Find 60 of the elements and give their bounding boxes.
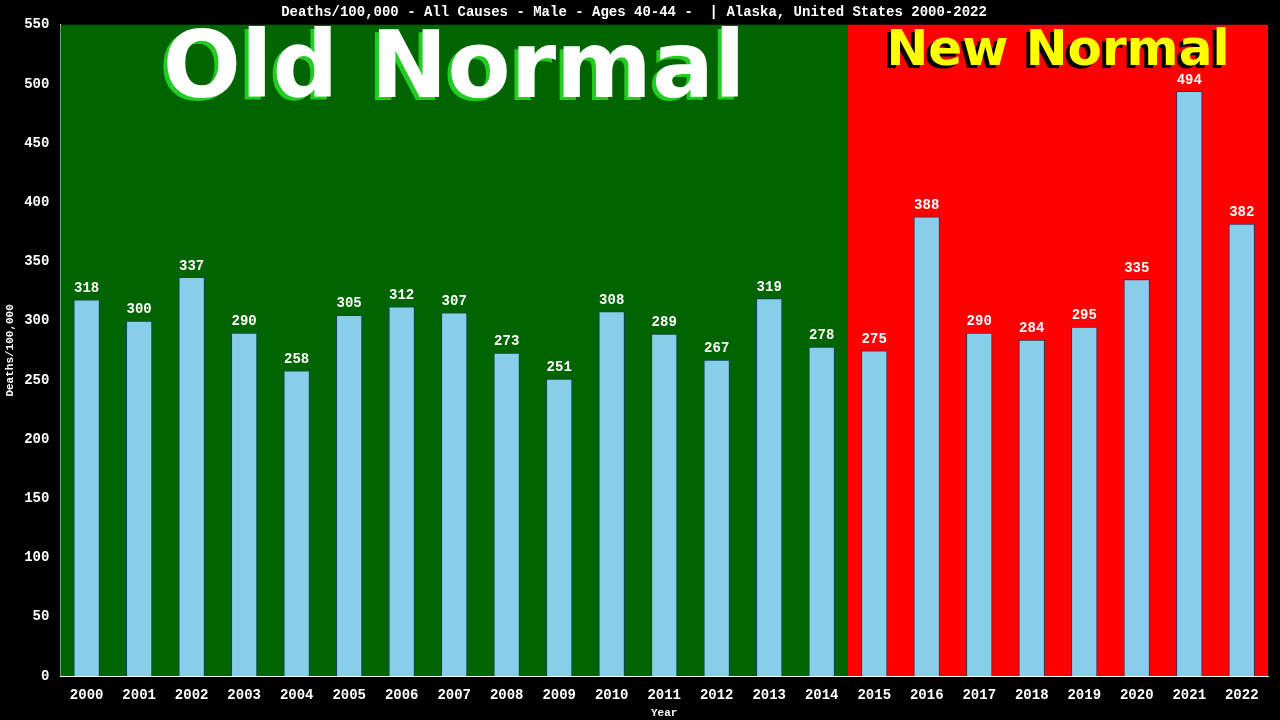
x-tick-label: 2011: [647, 686, 682, 703]
x-tick-label: 2008: [489, 686, 524, 703]
data-label: 494: [1176, 71, 1202, 88]
data-label: 335: [1124, 259, 1150, 276]
x-tick-label: 2009: [542, 686, 576, 703]
data-label: 267: [704, 340, 730, 357]
y-tick-label: 50: [32, 608, 50, 625]
data-label: 307: [441, 293, 467, 310]
x-tick-label: 2018: [1014, 686, 1049, 703]
y-tick-label: 350: [24, 253, 50, 270]
data-label: 337: [179, 257, 205, 274]
y-tick-label: 150: [24, 489, 50, 506]
y-tick-label: 450: [24, 134, 50, 151]
data-label: 312: [389, 287, 415, 304]
y-tick-label: 200: [24, 430, 50, 447]
data-label: 308: [599, 291, 625, 308]
y-tick-label: 250: [24, 371, 50, 388]
x-tick-label: 2013: [752, 686, 787, 703]
x-tick-label: 2020: [1119, 686, 1154, 703]
y-tick-label: 550: [24, 16, 50, 33]
y-tick-label: 0: [41, 667, 50, 684]
x-tick-label: 2002: [174, 686, 209, 703]
x-tick-label: 2012: [699, 686, 734, 703]
y-tick-label: 300: [24, 312, 50, 329]
x-tick-label: 2007: [437, 686, 471, 703]
x-tick-label: 2019: [1067, 686, 1102, 703]
x-tick-label: 2005: [332, 686, 366, 703]
data-label: 251: [546, 359, 572, 376]
data-label: 290: [231, 313, 257, 330]
data-label: 305: [336, 295, 362, 312]
x-tick-label: 2003: [227, 686, 261, 703]
data-label: 319: [756, 278, 782, 295]
x-axis-title: Year: [651, 707, 678, 720]
x-tick-label: 2000: [69, 686, 104, 703]
x-tick-label: 2001: [122, 686, 156, 703]
data-label: 290: [966, 313, 992, 330]
x-tick-label: 2017: [962, 686, 997, 703]
x-tick-label: 2010: [594, 686, 629, 703]
data-label: 278: [809, 327, 835, 344]
data-label: 318: [74, 280, 100, 297]
data-label: 388: [914, 197, 940, 214]
data-label: 284: [1019, 320, 1045, 337]
x-tick-label: 2006: [384, 686, 419, 703]
x-tick-label: 2022: [1224, 686, 1259, 703]
y-tick-label: 100: [24, 549, 50, 566]
y-axis-title: Deaths/100,000: [4, 304, 17, 397]
x-tick-label: 2015: [857, 686, 892, 703]
data-label: 382: [1229, 204, 1255, 221]
y-tick-label: 400: [24, 193, 50, 210]
data-label: 275: [861, 330, 887, 347]
data-label: 295: [1071, 307, 1097, 324]
data-label: 273: [494, 333, 520, 350]
y-tick-label: 500: [24, 75, 50, 92]
x-tick-label: 2021: [1172, 686, 1207, 703]
data-label: 289: [651, 314, 677, 331]
x-tick-label: 2014: [804, 686, 839, 703]
data-label: 258: [284, 351, 310, 368]
x-tick-label: 2004: [279, 686, 314, 703]
data-label: 300: [126, 301, 152, 318]
x-tick-label: 2016: [909, 686, 944, 703]
